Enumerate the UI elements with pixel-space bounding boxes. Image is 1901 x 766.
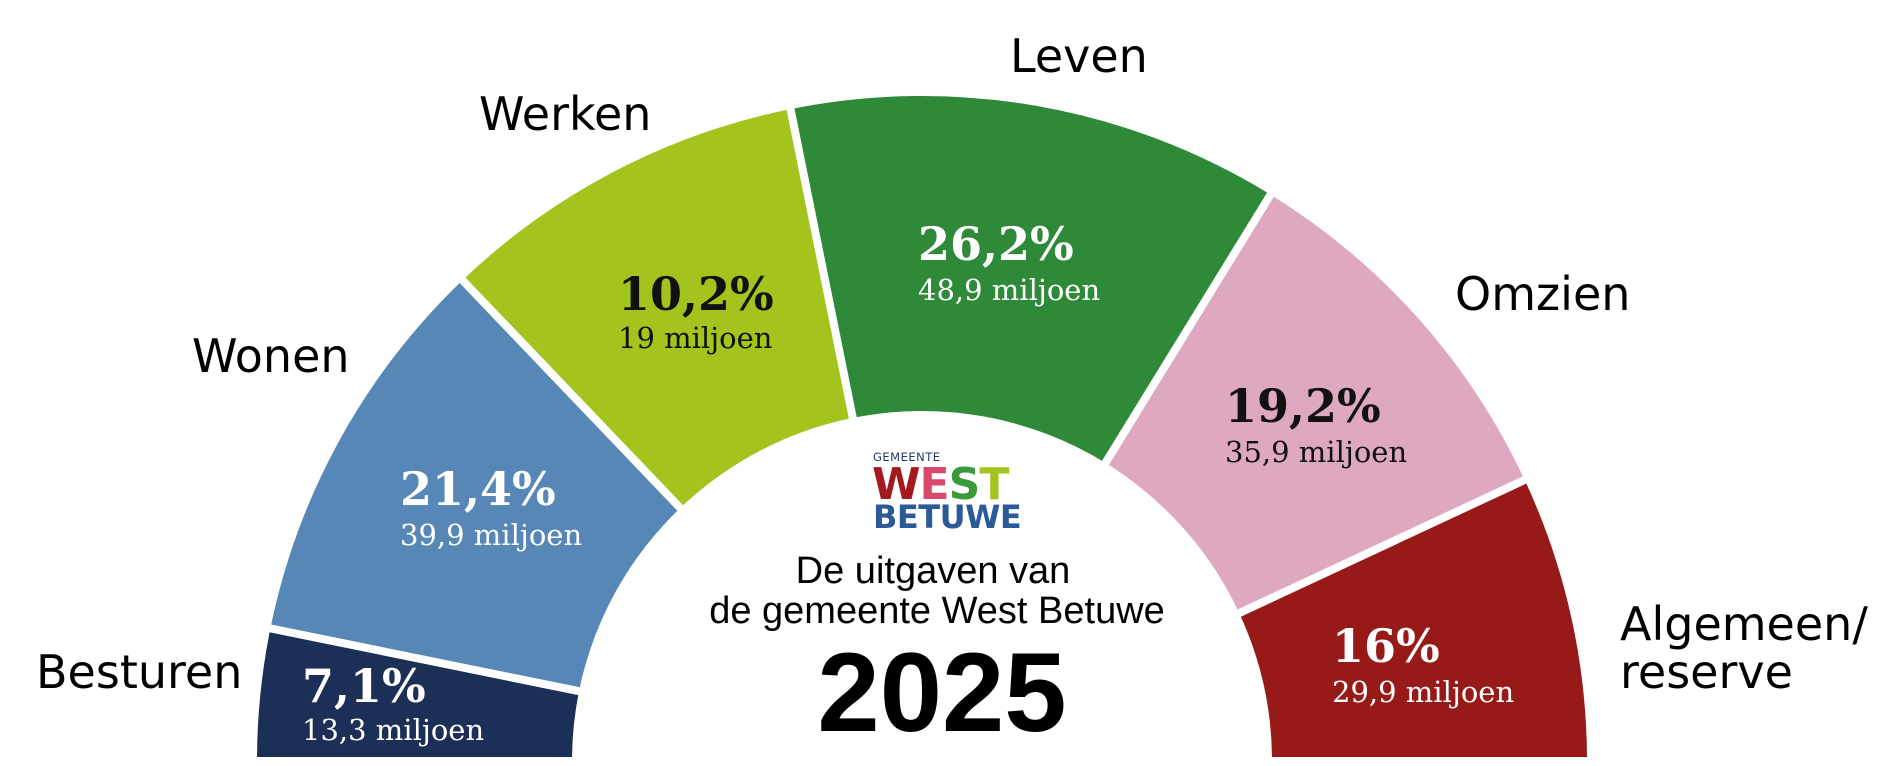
pct-werken: 10,2% bbox=[618, 267, 774, 321]
logo-west-text: WEST bbox=[872, 459, 1009, 510]
category-label-omzien: Omzien bbox=[1455, 267, 1630, 321]
west-betuwe-logo: GEMEENTE WEST BETUWE bbox=[872, 450, 1022, 536]
category-label-algemeen-line2: reserve bbox=[1620, 645, 1793, 699]
slice-value-algemeen: 16% 29,9 miljoen bbox=[1332, 619, 1514, 709]
amount-leven: 48,9 miljoen bbox=[918, 273, 1100, 307]
slice-value-werken: 10,2% 19 miljoen bbox=[618, 267, 774, 355]
pct-besturen: 7,1% bbox=[302, 659, 426, 713]
slice-leven[interactable] bbox=[790, 95, 1271, 463]
slice-werken[interactable] bbox=[462, 109, 853, 508]
subtitle-line1: De uitgaven van bbox=[796, 550, 1071, 592]
logo-gemeente-text: GEMEENTE bbox=[873, 450, 941, 464]
category-label-werken: Werken bbox=[479, 87, 651, 141]
category-label-leven: Leven bbox=[1010, 29, 1148, 83]
pct-omzien: 19,2% bbox=[1225, 379, 1381, 433]
logo-betuwe-text: BETUWE bbox=[873, 498, 1021, 536]
amount-besturen: 13,3 miljoen bbox=[302, 713, 484, 747]
pct-algemeen: 16% bbox=[1332, 619, 1440, 673]
amount-omzien: 35,9 miljoen bbox=[1225, 435, 1407, 469]
slice-value-besturen: 7,1% 13,3 miljoen bbox=[302, 659, 484, 747]
category-label-besturen: Besturen bbox=[36, 645, 242, 699]
donut-slices bbox=[257, 95, 1587, 761]
pct-leven: 26,2% bbox=[918, 217, 1074, 271]
slice-value-leven: 26,2% 48,9 miljoen bbox=[918, 217, 1100, 307]
category-label-wonen: Wonen bbox=[192, 329, 350, 383]
subtitle-line2: de gemeente West Betuwe bbox=[709, 590, 1165, 632]
amount-wonen: 39,9 miljoen bbox=[400, 518, 582, 552]
slice-algemeen-reserve[interactable] bbox=[1239, 480, 1587, 761]
slice-wonen[interactable] bbox=[270, 280, 681, 692]
slice-value-omzien: 19,2% 35,9 miljoen bbox=[1225, 379, 1407, 469]
amount-algemeen: 29,9 miljoen bbox=[1332, 675, 1514, 709]
amount-werken: 19 miljoen bbox=[618, 321, 772, 355]
slice-value-wonen: 21,4% 39,9 miljoen bbox=[400, 462, 582, 552]
year-title: 2025 bbox=[817, 630, 1066, 755]
slice-separators bbox=[265, 101, 1533, 697]
category-label-algemeen-line1: Algemeen/ bbox=[1620, 597, 1868, 651]
pct-wonen: 21,4% bbox=[400, 462, 556, 516]
slice-besturen[interactable] bbox=[257, 628, 579, 761]
